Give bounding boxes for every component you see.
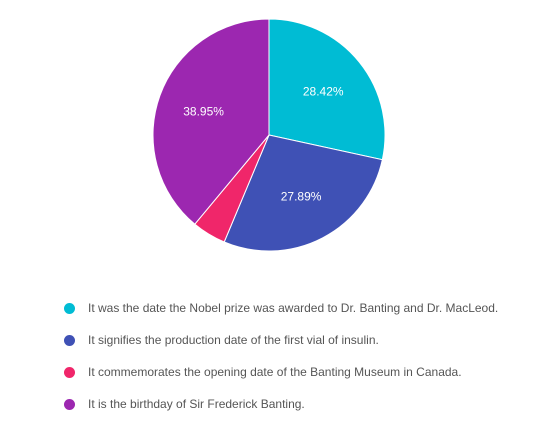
- legend-item-2[interactable]: It commemorates the opening date of the …: [64, 356, 498, 388]
- legend-item-0[interactable]: It was the date the Nobel prize was awar…: [64, 292, 498, 324]
- chart-legend: It was the date the Nobel prize was awar…: [64, 292, 498, 420]
- legend-label-2: It commemorates the opening date of the …: [88, 365, 462, 379]
- pie-slice-0[interactable]: [268, 18, 386, 161]
- legend-marker-2: [64, 366, 75, 378]
- slice-data-label-0: 28.42%: [303, 84, 344, 98]
- slice-data-label-1: 27.89%: [281, 190, 322, 204]
- legend-label-3: It is the birthday of Sir Frederick Bant…: [88, 397, 305, 411]
- legend-marker-1: [64, 334, 75, 346]
- legend-item-3[interactable]: It is the birthday of Sir Frederick Bant…: [64, 388, 498, 420]
- pie-slice-3[interactable]: [152, 18, 270, 225]
- legend-item-1[interactable]: It signifies the production date of the …: [64, 324, 498, 356]
- legend-label-1: It signifies the production date of the …: [88, 333, 379, 347]
- pie-chart: 28.42% 27.89% 38.95%: [152, 18, 386, 252]
- slice-data-label-3: 38.95%: [183, 104, 224, 118]
- legend-label-0: It was the date the Nobel prize was awar…: [88, 301, 499, 315]
- pie-slice-1[interactable]: [223, 134, 383, 252]
- legend-marker-0: [64, 302, 75, 314]
- legend-marker-3: [64, 398, 75, 410]
